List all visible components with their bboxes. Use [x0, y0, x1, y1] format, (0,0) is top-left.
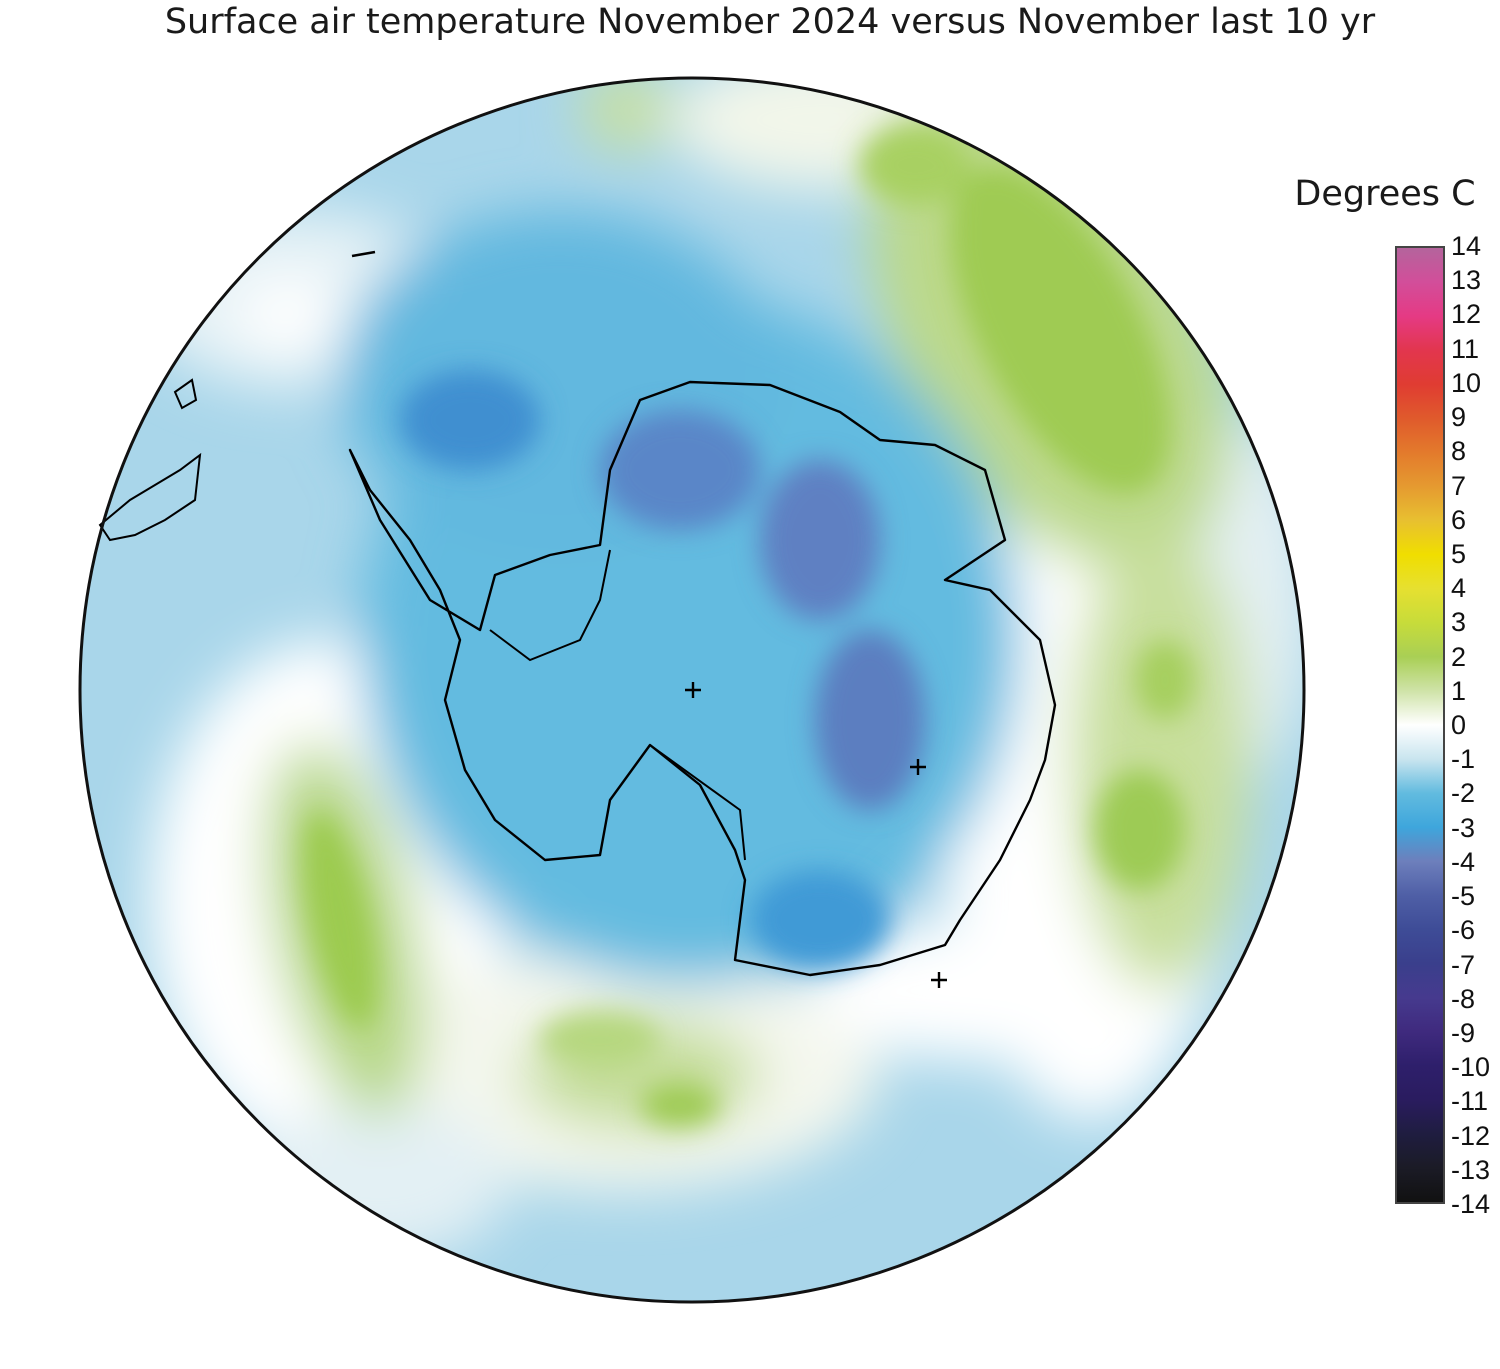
station-markers: [685, 682, 947, 988]
colorbar-tick: 13: [1451, 265, 1482, 296]
colorbar-tick: 14: [1451, 231, 1482, 261]
colorbar-tick: -5: [1451, 881, 1476, 912]
ross-ice-shelf: [649, 744, 746, 861]
colorbar-tick: 1: [1451, 675, 1467, 706]
anomaly-field: [80, 78, 1304, 1302]
colorbar-tick: 2: [1451, 641, 1467, 672]
colorbar-tick: 11: [1451, 333, 1480, 364]
colorbar-tick: 8: [1451, 436, 1467, 467]
south-georgia-outline: [351, 250, 376, 258]
antarctica-coastline: [348, 380, 1057, 977]
colorbar-tick: -4: [1451, 846, 1476, 877]
colorbar-tick: 5: [1451, 538, 1467, 569]
colorbar-tick: -12: [1451, 1120, 1491, 1151]
chart-title: Surface air temperature November 2024 ve…: [164, 2, 1376, 42]
colorbar-tick: -13: [1451, 1154, 1491, 1185]
colorbar-tick: 10: [1451, 367, 1482, 398]
colorbar-tick: -6: [1451, 915, 1476, 946]
map-border: [78, 76, 1306, 1304]
colorbar: [1395, 246, 1445, 1204]
colorbar-tick: -7: [1451, 949, 1476, 980]
colorbar-tick: 3: [1451, 607, 1467, 638]
colorbar-tick-labels: 14 13 12 11 10 9 8 7 6 5 4 3 2 1 0 -1 -2 -3 -4 -5 -6 -7 -8 -9 -1…: [1447, 231, 1500, 1219]
falklands-outline: [173, 378, 198, 410]
colorbar-tick: 4: [1451, 573, 1467, 604]
colorbar-tick: -9: [1451, 1017, 1476, 1048]
south-america-outline: [98, 452, 202, 542]
colorbar-tick: 0: [1451, 710, 1467, 740]
colorbar-tick: 7: [1451, 470, 1467, 501]
colorbar-tick: 9: [1451, 402, 1467, 433]
colorbar-tick: -2: [1451, 778, 1476, 809]
colorbar-tick: -1: [1451, 744, 1476, 775]
colorbar-tick: -8: [1451, 983, 1476, 1014]
colorbar-tick: 12: [1451, 299, 1482, 330]
colorbar-tick: -10: [1451, 1052, 1491, 1083]
colorbar-tick: 6: [1451, 504, 1467, 535]
colorbar-label: Degrees C: [1294, 174, 1476, 214]
colorbar-tick: -11: [1451, 1086, 1489, 1117]
colorbar-tick: -3: [1451, 812, 1476, 843]
weddell-ice-shelf: [489, 549, 611, 662]
colorbar-tick: -14: [1451, 1189, 1491, 1219]
